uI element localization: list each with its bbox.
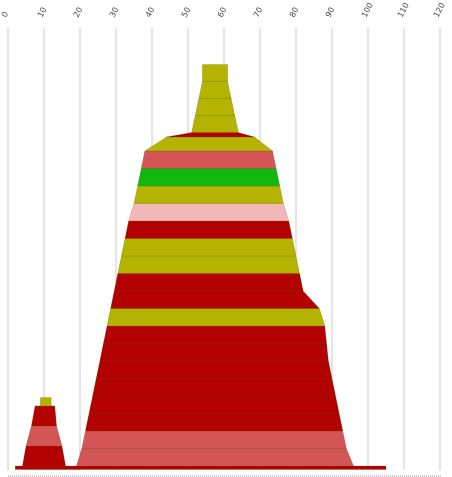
main-band	[121, 238, 297, 257]
main-band	[140, 150, 277, 169]
main-band	[95, 360, 333, 379]
main-band	[194, 98, 236, 116]
main-band	[85, 413, 344, 432]
main-band	[14, 465, 387, 470]
small-band	[22, 445, 66, 467]
main-band	[76, 448, 354, 467]
main-band	[191, 115, 239, 133]
main-band	[88, 395, 340, 414]
x-tick-label: 50	[180, 6, 193, 19]
main-band	[144, 136, 274, 152]
main-band	[113, 273, 304, 292]
main-band	[133, 185, 284, 204]
main-band	[110, 290, 320, 309]
main-band	[202, 64, 228, 82]
x-tick-label: 110	[396, 1, 411, 19]
main-band	[128, 203, 290, 222]
main-band	[198, 81, 232, 99]
main-band	[137, 168, 281, 187]
x-tick-label: 30	[108, 6, 121, 19]
x-tick-label: 100	[360, 1, 375, 19]
x-tick-label: 90	[324, 6, 337, 19]
tick-label-layer: 0 10 20 30 40 50 60 70 80 90 100 110 120	[0, 1, 447, 19]
main-band	[166, 132, 255, 138]
x-tick-label: 70	[252, 6, 265, 19]
x-tick-label: 60	[216, 6, 229, 19]
main-band	[81, 430, 347, 449]
small-band	[31, 405, 57, 427]
x-tick-label: 80	[288, 6, 301, 19]
x-tick-label: 40	[144, 6, 157, 19]
x-tick-label: 10	[36, 6, 49, 19]
main-band	[124, 220, 293, 239]
main-band	[106, 308, 326, 327]
main-band	[92, 378, 336, 397]
small-band	[40, 397, 52, 407]
main-band	[117, 255, 300, 274]
main-band	[103, 325, 327, 344]
main-band	[99, 343, 329, 362]
x-tick-label: 120	[432, 1, 447, 19]
band-layer	[14, 64, 387, 470]
x-tick-label: 20	[72, 6, 85, 19]
x-tick-label: 0	[0, 10, 10, 19]
small-band	[25, 425, 63, 447]
